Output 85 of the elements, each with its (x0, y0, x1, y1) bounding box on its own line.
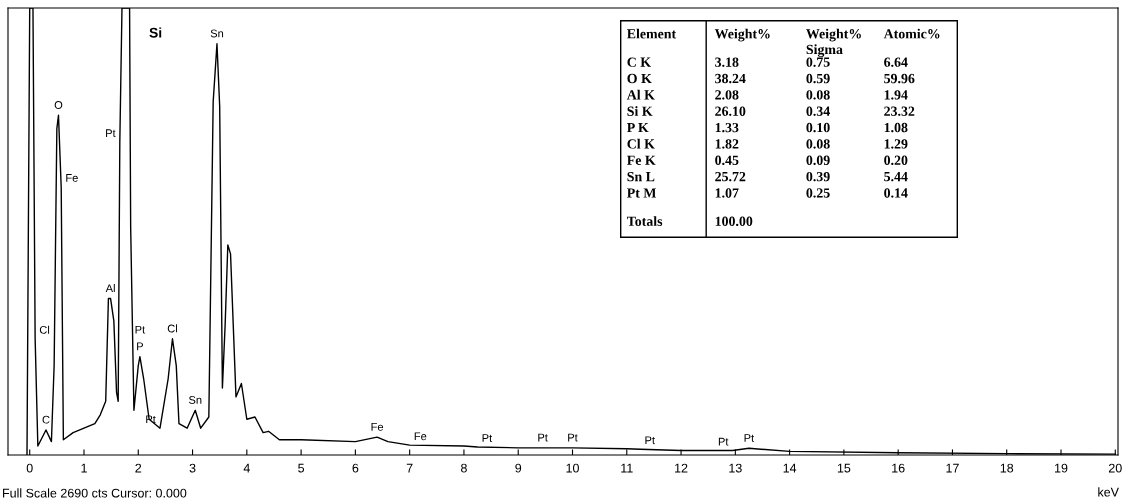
annotation: Cl (167, 324, 177, 333)
annotation: 3.18 (715, 57, 739, 67)
x-tick-label: 8 (461, 463, 467, 473)
annotation: 1.33 (715, 122, 739, 133)
annotation: Fe (66, 174, 78, 182)
annotation: 0.59 (806, 73, 830, 84)
x-tick-label: 11 (621, 463, 633, 473)
annotation: Pt (568, 433, 578, 442)
annotation: 1.94 (884, 90, 908, 100)
annotation: Si (149, 27, 162, 38)
annotation: C K (627, 57, 651, 67)
x-tick-label: 18 (1000, 463, 1014, 473)
annotation: 1.07 (715, 188, 739, 198)
annotation: 25.72 (715, 171, 746, 182)
annotation: O K (627, 73, 652, 84)
annotation: 0.45 (715, 155, 739, 165)
annotation: Element (627, 28, 677, 39)
x-tick-label: 13 (729, 463, 742, 473)
x-tick-label: 17 (946, 463, 959, 473)
x-tick-label: 19 (1055, 463, 1068, 473)
annotation: Pt (718, 437, 729, 446)
annotation: 0.20 (884, 155, 908, 165)
annotation: Pt (744, 434, 755, 442)
x-tick-label: 16 (892, 463, 905, 473)
annotation: Cl (39, 325, 50, 334)
annotation: 26.10 (715, 106, 746, 116)
x-tick-label: 1 (81, 463, 87, 473)
text: Full Scale 2690 cts Cursor: 0.000 (3, 488, 187, 498)
annotation: P (137, 342, 144, 351)
annotation: Weight% (714, 28, 770, 42)
x-tick-label: 14 (783, 463, 797, 473)
annotation: 100.00 (715, 216, 753, 227)
x-axis-title: keV (1098, 487, 1119, 497)
x-tick-label: 6 (352, 463, 359, 473)
annotation: 0.75 (806, 57, 830, 67)
x-tick-label: 15 (837, 463, 851, 473)
annotation: Totals (626, 216, 663, 226)
x-tick-label: 3 (189, 463, 196, 473)
x-tick-label: 9 (515, 463, 522, 473)
annotation: 1.82 (715, 139, 739, 149)
annotation: 0.09 (806, 155, 830, 165)
x-tick-label: 7 (406, 463, 413, 473)
annotation: 38.24 (715, 73, 746, 84)
annotation: 5.44 (884, 172, 908, 182)
annotation: Pt (135, 325, 146, 334)
annotation: Sn (188, 396, 202, 404)
annotation: Fe K (627, 155, 656, 165)
annotation: 0.39 (806, 171, 830, 182)
annotation: 0.25 (806, 188, 830, 198)
annotation: 0.14 (884, 188, 908, 198)
annotation: C (42, 415, 50, 424)
annotation: Fe (414, 432, 427, 441)
annotation: 2.08 (715, 90, 739, 100)
annotation: Cl K (627, 138, 655, 149)
annotation: Pt (106, 129, 116, 138)
annotation: Pt (482, 434, 493, 442)
annotation: Al (105, 284, 115, 293)
annotation: Fe (371, 423, 384, 431)
annotation: Si K (627, 106, 653, 116)
annotation: Pt (538, 433, 548, 442)
annotation: Sn L (627, 171, 655, 182)
x-tick-label: 4 (243, 463, 250, 473)
annotation: 0.34 (806, 106, 830, 116)
annotation: 6.64 (884, 57, 908, 67)
annotation: 0.10 (806, 122, 830, 133)
x-tick-label: 12 (675, 463, 688, 473)
annotation: Pt (645, 436, 655, 445)
annotation: 1.29 (884, 139, 908, 149)
annotation: O (54, 101, 63, 109)
annotation: 0.08 (806, 90, 830, 100)
annotation: 23.32 (884, 106, 915, 116)
annotation: Weight% Sigma (806, 28, 861, 58)
annotation: Atomic% (883, 28, 940, 39)
annotation: 1.08 (884, 122, 908, 133)
annotation: 0.08 (806, 139, 830, 149)
x-tick-label: 2 (135, 463, 142, 473)
x-tick-label: 20 (1108, 463, 1122, 473)
annotation: Pt M (627, 188, 657, 198)
annotation: Sn (210, 29, 224, 38)
x-tick-label: 5 (298, 463, 305, 473)
annotation: 59.96 (884, 73, 915, 84)
x-tick-label: 10 (566, 463, 579, 473)
annotation: P K (627, 123, 649, 133)
annotation: Al K (626, 89, 655, 100)
x-tick-label: 0 (26, 463, 33, 473)
